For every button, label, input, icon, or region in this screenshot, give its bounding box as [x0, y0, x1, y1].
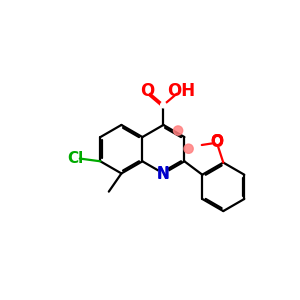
Text: O: O: [210, 134, 223, 149]
Circle shape: [173, 126, 183, 135]
Text: N: N: [157, 167, 170, 182]
Text: O: O: [140, 82, 154, 100]
Circle shape: [184, 144, 193, 153]
Text: OH: OH: [167, 82, 195, 100]
Text: N: N: [157, 167, 170, 182]
Circle shape: [160, 102, 166, 108]
Text: Cl: Cl: [68, 151, 84, 166]
Text: O: O: [210, 134, 223, 149]
Circle shape: [159, 169, 168, 178]
Circle shape: [158, 168, 169, 178]
Circle shape: [213, 139, 220, 146]
Text: O: O: [210, 135, 223, 150]
